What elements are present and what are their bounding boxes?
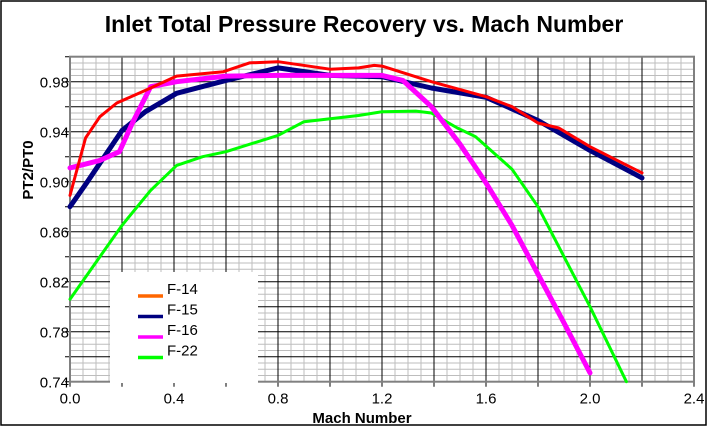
- x-tick-label: 1.2: [372, 391, 393, 408]
- legend-label: F-22: [167, 343, 198, 360]
- y-tick-label: 0.86: [40, 225, 69, 242]
- y-tick-label: 0.94: [40, 125, 69, 142]
- x-tick-label: 0.8: [268, 391, 289, 408]
- x-tick-label: 1.6: [476, 391, 497, 408]
- legend-label: F-16: [167, 322, 198, 339]
- x-tick-label: 0.4: [164, 391, 185, 408]
- series-lines: [67, 60, 645, 384]
- y-tick-label: 0.98: [40, 75, 69, 92]
- legend-box: [110, 272, 258, 383]
- series-line-f-16: [67, 72, 593, 376]
- series-line-f-22: [68, 109, 628, 384]
- y-tick-label: 0.78: [40, 325, 69, 342]
- plot-border: [69, 55, 695, 383]
- y-tick-label: 0.82: [40, 275, 69, 292]
- legend-label: F-14: [167, 281, 198, 298]
- x-tick-label: 2.4: [684, 391, 705, 408]
- series-line-f-14: [68, 60, 644, 197]
- x-tick-label: 2.0: [580, 391, 601, 408]
- y-axis-label: PT2/PT0: [20, 140, 37, 199]
- chart-title: Inlet Total Pressure Recovery vs. Mach N…: [105, 11, 624, 37]
- y-tick-label: 0.74: [40, 375, 69, 392]
- legend: F-14 F-15 F-16 F-22: [110, 272, 258, 383]
- x-axis-label: Mach Number: [312, 410, 411, 427]
- x-tick-label: 0.0: [60, 391, 81, 408]
- tick-labels: 0.0 0.4 0.8 1.2 1.6 2.0 2.4 0.74 0.78 0.82 0.86 0.9…: [40, 75, 705, 408]
- y-tick-label: 0.90: [40, 175, 69, 192]
- legend-label: F-15: [167, 302, 198, 319]
